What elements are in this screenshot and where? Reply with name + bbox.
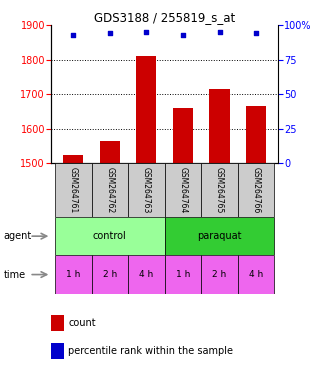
Point bbox=[107, 30, 113, 36]
Text: 1 h: 1 h bbox=[66, 270, 80, 279]
Text: 2 h: 2 h bbox=[213, 270, 227, 279]
Point bbox=[254, 30, 259, 36]
Text: 4 h: 4 h bbox=[249, 270, 263, 279]
Text: count: count bbox=[68, 318, 96, 328]
Point bbox=[217, 29, 222, 35]
Text: paraquat: paraquat bbox=[197, 231, 242, 241]
Bar bbox=[63, 155, 83, 163]
Text: GSM264763: GSM264763 bbox=[142, 167, 151, 213]
Bar bbox=[173, 108, 193, 163]
Bar bbox=[51, 343, 64, 359]
Point bbox=[180, 31, 186, 38]
Bar bbox=[92, 255, 128, 294]
Text: 2 h: 2 h bbox=[103, 270, 117, 279]
Bar bbox=[201, 255, 238, 294]
Text: GSM264764: GSM264764 bbox=[178, 167, 187, 213]
Text: GSM264762: GSM264762 bbox=[105, 167, 114, 213]
Bar bbox=[55, 217, 165, 255]
Bar bbox=[165, 255, 201, 294]
Bar bbox=[165, 163, 201, 217]
Bar bbox=[128, 255, 165, 294]
Text: control: control bbox=[93, 231, 127, 241]
Bar bbox=[238, 163, 274, 217]
Bar bbox=[100, 141, 120, 163]
Bar bbox=[92, 163, 128, 217]
Text: GSM264765: GSM264765 bbox=[215, 167, 224, 213]
Bar bbox=[136, 56, 157, 163]
Bar bbox=[246, 106, 266, 163]
Bar bbox=[55, 163, 92, 217]
Bar bbox=[128, 163, 165, 217]
Text: percentile rank within the sample: percentile rank within the sample bbox=[68, 346, 233, 356]
Text: time: time bbox=[3, 270, 25, 280]
Bar bbox=[165, 217, 274, 255]
Text: agent: agent bbox=[3, 231, 31, 241]
Title: GDS3188 / 255819_s_at: GDS3188 / 255819_s_at bbox=[94, 11, 235, 24]
Point bbox=[71, 31, 76, 38]
Bar bbox=[55, 255, 92, 294]
Bar bbox=[238, 255, 274, 294]
Text: GSM264766: GSM264766 bbox=[252, 167, 260, 213]
Bar bbox=[210, 89, 230, 163]
Bar bbox=[51, 315, 64, 331]
Point bbox=[144, 29, 149, 35]
Bar bbox=[201, 163, 238, 217]
Text: 1 h: 1 h bbox=[176, 270, 190, 279]
Text: GSM264761: GSM264761 bbox=[69, 167, 78, 213]
Text: 4 h: 4 h bbox=[139, 270, 154, 279]
